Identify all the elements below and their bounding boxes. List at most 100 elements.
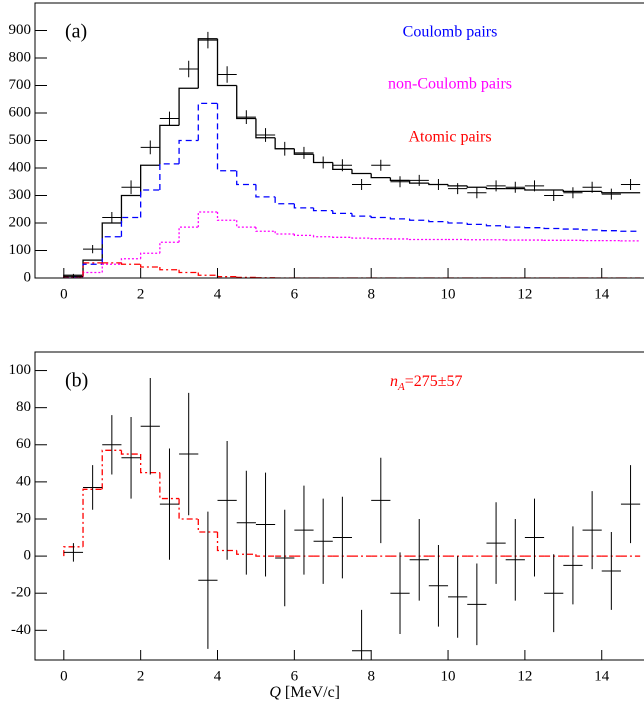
- histogram-step: [82, 271, 103, 278]
- histogram-step: [216, 212, 237, 221]
- data-point: [351, 179, 372, 190]
- y-tick-label: 100: [9, 362, 32, 378]
- legend-label: Coulomb pairs: [403, 24, 498, 41]
- x-tick-label: 12: [517, 286, 532, 302]
- histogram-step: [101, 222, 122, 261]
- data-point: [601, 531, 621, 610]
- data-point: [236, 470, 256, 575]
- data-point: [121, 416, 141, 499]
- histogram-step: [197, 38, 218, 89]
- histogram-step: [351, 213, 372, 217]
- data-point: [275, 141, 295, 156]
- histogram-step: [140, 454, 160, 474]
- histogram-step: [293, 148, 314, 155]
- histogram-step: [101, 236, 122, 265]
- histogram-step: [274, 231, 295, 235]
- y-tick-label: 400: [9, 159, 32, 175]
- histogram-step: [82, 263, 103, 277]
- annotation-symbol: n: [390, 373, 398, 390]
- data-point: [198, 511, 218, 649]
- data-point: [448, 556, 468, 638]
- histogram-step: [370, 216, 391, 219]
- x-tick-label: 4: [214, 286, 222, 302]
- histogram-step: [370, 173, 391, 179]
- y-tick-label: 0: [24, 269, 32, 285]
- histogram-step: [236, 170, 256, 186]
- y-tick-label: -20: [11, 585, 31, 601]
- data-point: [409, 174, 429, 186]
- histogram-step: [120, 262, 141, 265]
- data-point: [275, 509, 295, 607]
- data-point: [486, 180, 506, 192]
- data-point: [505, 181, 525, 193]
- data-point: [544, 190, 564, 201]
- data-point: [390, 176, 410, 188]
- y-tick-label: -40: [11, 622, 31, 638]
- histogram-step: [120, 194, 141, 223]
- y-tick-label: 300: [9, 187, 32, 203]
- y-tick-label: 700: [9, 77, 32, 93]
- histogram-step: [216, 38, 237, 87]
- histogram-step: [178, 139, 199, 164]
- histogram-step: [274, 196, 295, 205]
- y-tick-label: 800: [9, 49, 32, 65]
- histogram-step: [562, 190, 583, 193]
- plot-area: [63, 377, 641, 660]
- histogram-step: [408, 238, 429, 241]
- x-tick-label: 8: [367, 668, 375, 684]
- data-point: [102, 212, 122, 223]
- data-point: [255, 128, 276, 142]
- data-point: [236, 110, 256, 124]
- data-point: [620, 179, 641, 190]
- legend-label: Atomic pairs: [408, 129, 491, 146]
- x-tick-label: 6: [291, 668, 299, 684]
- histogram-step: [120, 216, 141, 237]
- panel-label: (b): [65, 370, 88, 392]
- histogram-step: [216, 103, 237, 172]
- x-tick-label: 2: [137, 286, 145, 302]
- histogram-step: [562, 228, 583, 230]
- data-point: [524, 498, 545, 577]
- y-tick-label: 900: [9, 22, 32, 38]
- histogram-step: [178, 269, 199, 274]
- frame: [34, 351, 644, 661]
- y-tick-label: 40: [16, 473, 31, 489]
- data-point: [83, 465, 103, 510]
- histogram-step: [140, 164, 160, 196]
- y-tick-label: 0: [24, 548, 32, 564]
- legend-label: non-Coulomb pairs: [388, 76, 512, 93]
- data-point: [448, 183, 468, 195]
- histogram-step: [351, 169, 372, 175]
- histogram-step: [236, 220, 256, 228]
- data-point: [524, 180, 545, 192]
- data-point: [83, 245, 103, 254]
- data-point: [544, 554, 564, 633]
- data-point: [332, 159, 352, 172]
- histogram-step: [255, 554, 276, 557]
- annotation: nA=275±57: [390, 373, 463, 393]
- x-tick-label: 0: [60, 286, 68, 302]
- histogram-step: [140, 252, 160, 259]
- histogram-step: [543, 227, 564, 230]
- x-tick-label: 10: [441, 286, 456, 302]
- x-tick-label: 0: [60, 668, 68, 684]
- histogram-step: [178, 498, 199, 520]
- x-axis-unit: [MeV/c]: [285, 684, 340, 701]
- histogram-step: [120, 258, 141, 265]
- histogram-step: [236, 85, 256, 120]
- histogram-step: [332, 236, 352, 238]
- data-point: [313, 498, 333, 584]
- data-point: [467, 187, 487, 199]
- histogram-step: [159, 472, 180, 500]
- histogram-step: [466, 223, 487, 226]
- x-tick-label: 12: [517, 668, 532, 684]
- data-point: [140, 140, 160, 155]
- frame: [34, 2, 644, 279]
- data-point: [294, 146, 314, 159]
- data-point: [582, 491, 602, 570]
- data-point: [313, 156, 333, 169]
- panel-label: (a): [65, 21, 87, 43]
- data-point: [102, 415, 122, 475]
- histogram-step: [389, 217, 410, 220]
